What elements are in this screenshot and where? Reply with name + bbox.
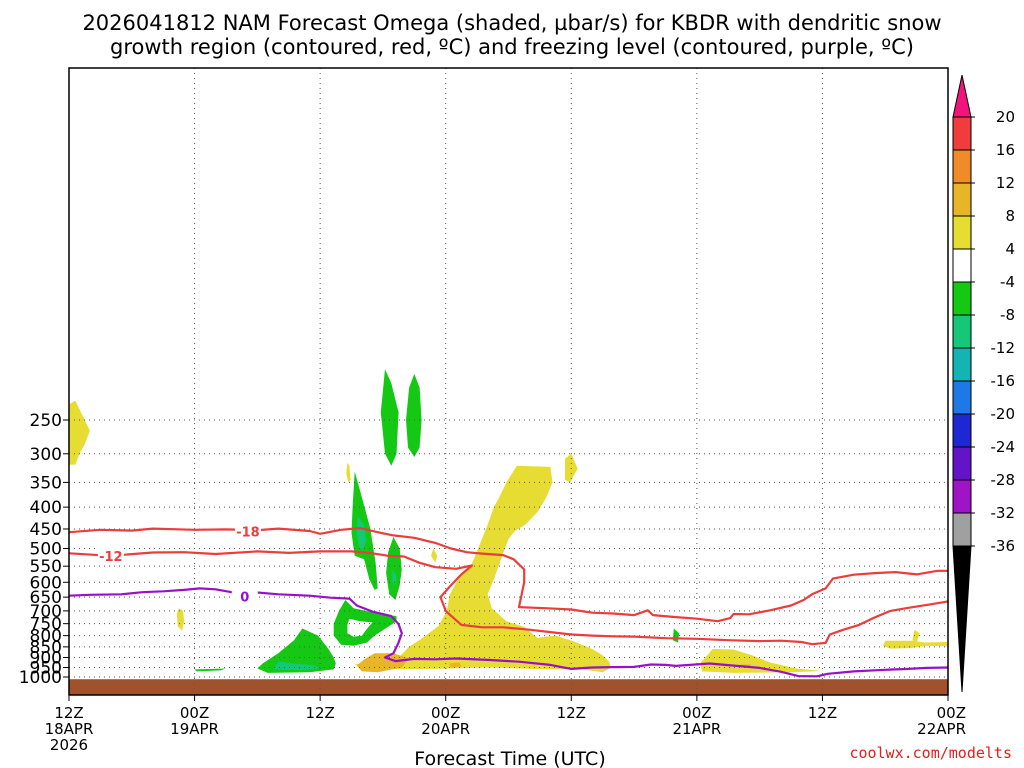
y-tick-label: 400 bbox=[30, 498, 62, 518]
colorbar-bin bbox=[952, 347, 972, 382]
colorbar-bin bbox=[952, 446, 972, 481]
y-tick-label: 350 bbox=[30, 473, 62, 493]
y-tick-label: 550 bbox=[30, 557, 62, 577]
y-tick-label: 600 bbox=[30, 573, 62, 593]
contour-label-bg bbox=[231, 588, 258, 605]
y-tick-label: 300 bbox=[30, 445, 62, 465]
omega-region-green-mid-b bbox=[386, 537, 402, 600]
colorbar-label: -12 bbox=[991, 339, 1016, 357]
colorbar-bin bbox=[952, 149, 972, 184]
y-tick-label: 700 bbox=[30, 602, 62, 622]
colorbar: 20 16 12 8 4 -4 -8 -12 -16 -20 -24 -28 -32 -36 bbox=[952, 74, 1016, 693]
chart-title-line-1: 2026041812 NAM Forecast Omega (shaded, µ… bbox=[82, 11, 941, 35]
plot-frame bbox=[68, 67, 949, 696]
omega-region-yellow-big bbox=[354, 465, 611, 673]
omega-region-yellow-tl bbox=[69, 400, 90, 465]
x-tick-label: 00Z bbox=[431, 704, 460, 722]
chart-title-line-2: growth region (contoured, red, ºC) and f… bbox=[110, 35, 914, 59]
colorbar-top-arrow bbox=[952, 74, 972, 118]
y-axis-ticks: 250 300 350 4004505005506006507007508008509… bbox=[19, 411, 69, 688]
x-tick-label: 12Z bbox=[54, 704, 83, 722]
omega-region-white-hole bbox=[347, 618, 373, 637]
omega-region-yellow-small-left bbox=[176, 608, 185, 631]
colorbar-label: -4 bbox=[1000, 273, 1015, 291]
x-tick-label: 00Z bbox=[682, 704, 711, 722]
contour-label: 0 bbox=[240, 590, 249, 605]
y-tick-label: 250 bbox=[30, 411, 62, 431]
colorbar-label: -28 bbox=[991, 471, 1016, 489]
colorbar-bin bbox=[952, 248, 972, 283]
omega-region-yellow-right-sliver bbox=[912, 629, 920, 643]
omega-region-green-low-main bbox=[257, 628, 336, 673]
colorbar-label: 12 bbox=[996, 174, 1015, 192]
omega-region-green-upper-b bbox=[406, 373, 422, 457]
terrain-band bbox=[69, 679, 948, 695]
omega-region-yellow-sliver-mid bbox=[431, 548, 438, 563]
y-tick-label: 900 bbox=[30, 648, 62, 668]
omega-region-teal-mid bbox=[356, 516, 367, 551]
omega-region-teal-mid-b bbox=[392, 569, 397, 586]
colorbar-label: 16 bbox=[996, 141, 1015, 159]
colorbar-label: 8 bbox=[1005, 207, 1015, 225]
y-tick-label: 800 bbox=[30, 627, 62, 647]
x-tick-label: 2026 bbox=[50, 736, 88, 754]
x-tick-label: 00Z bbox=[937, 704, 966, 722]
colorbar-bottom-arrow bbox=[952, 545, 972, 693]
colorbar-label: -32 bbox=[991, 504, 1016, 522]
omega-region-yellow-sliver-top bbox=[346, 462, 351, 483]
y-tick-label: 500 bbox=[30, 540, 62, 560]
colorbar-bin bbox=[952, 479, 972, 514]
contour-line-0 bbox=[68, 527, 948, 623]
y-tick-label: 750 bbox=[30, 615, 62, 635]
y-tick-label: 650 bbox=[30, 588, 62, 608]
omega-region-green-upper-a bbox=[380, 369, 399, 466]
omega-region-green-small-left bbox=[194, 668, 226, 672]
y-tick-label: 850 bbox=[30, 638, 62, 658]
colorbar-bin bbox=[952, 182, 972, 217]
omega-region-yellow-right-mid bbox=[700, 649, 823, 673]
y-tick-label: 450 bbox=[30, 520, 62, 540]
colorbar-bin bbox=[952, 215, 972, 250]
colorbar-label: -16 bbox=[991, 372, 1016, 390]
y-tick-label: 950 bbox=[30, 658, 62, 678]
contour-line-1 bbox=[68, 550, 949, 646]
contour-label-bg bbox=[97, 547, 124, 564]
colorbar-bin bbox=[952, 413, 972, 448]
contour-lines: -18 -12 0 bbox=[68, 523, 949, 678]
colorbar-bin bbox=[952, 380, 972, 415]
contour-label-bg bbox=[234, 523, 261, 540]
colorbar-bin bbox=[952, 314, 972, 349]
contour-label: -18 bbox=[236, 525, 260, 540]
x-tick-label: 12Z bbox=[557, 704, 586, 722]
colorbar-bin bbox=[952, 281, 972, 316]
x-tick-label: 18APR bbox=[45, 720, 94, 738]
omega-region-teal-low bbox=[273, 661, 321, 671]
plot-background bbox=[69, 68, 948, 695]
x-tick-label: 19APR bbox=[170, 720, 219, 738]
omega-region-orange-low-b bbox=[448, 662, 462, 668]
x-tick-label: 20APR bbox=[421, 720, 470, 738]
plot-area: -18 -12 0 bbox=[68, 67, 949, 696]
x-tick-label: 21APR bbox=[672, 720, 721, 738]
terrain-band-fill bbox=[69, 679, 948, 695]
colorbar-label: -8 bbox=[1000, 306, 1015, 324]
colorbar-label: -36 bbox=[991, 537, 1016, 555]
colorbar-bin bbox=[952, 116, 972, 151]
x-tick-label: 00Z bbox=[180, 704, 209, 722]
colorbar-label: -24 bbox=[991, 438, 1016, 456]
x-tick-label: 22APR bbox=[917, 720, 966, 738]
y-tick-label: 1000 bbox=[19, 668, 62, 688]
x-tick-label: 12Z bbox=[305, 704, 334, 722]
colorbar-label: 4 bbox=[1005, 240, 1015, 258]
colorbar-label: 20 bbox=[996, 108, 1015, 126]
credit-text: coolwx.com/modelts bbox=[849, 744, 1012, 762]
contour-label: -12 bbox=[99, 550, 123, 565]
x-axis-label: Forecast Time (UTC) bbox=[414, 748, 605, 768]
x-tick-label: 12Z bbox=[808, 704, 837, 722]
colorbar-label: -20 bbox=[991, 405, 1016, 423]
colorbar-bin bbox=[952, 512, 972, 547]
